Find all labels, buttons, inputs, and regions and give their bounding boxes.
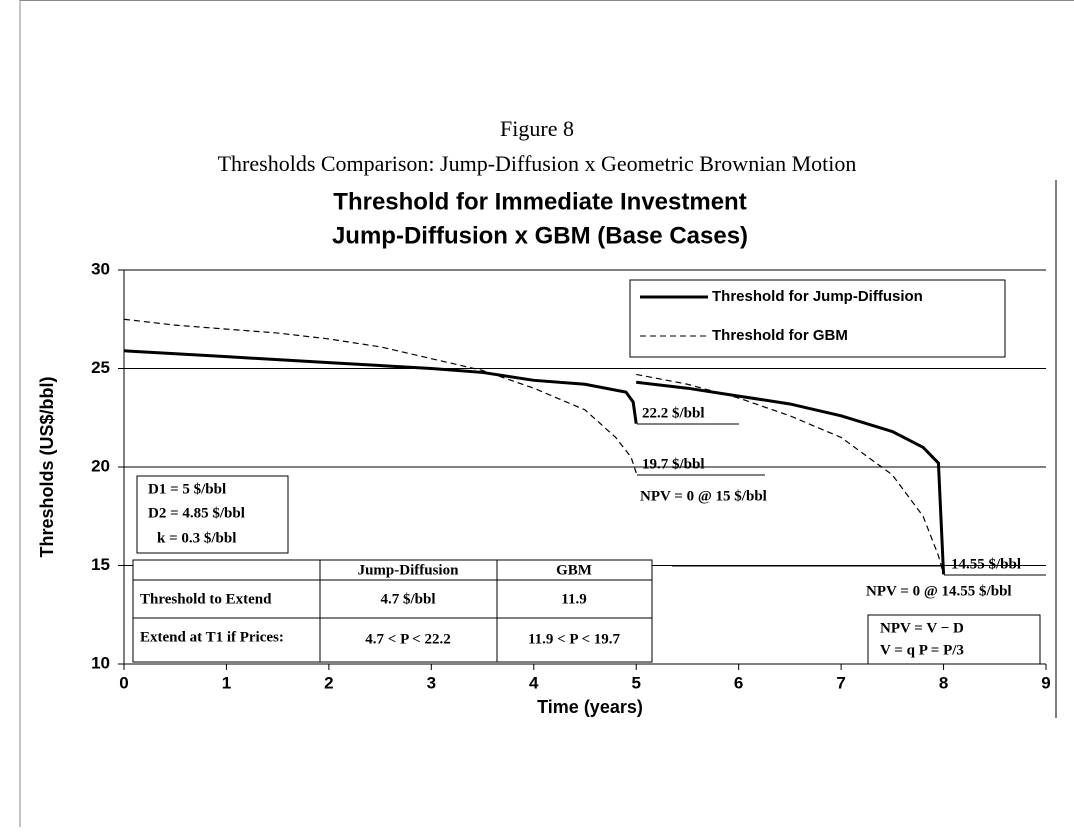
annotation: 14.55 $/bbl (951, 556, 1021, 572)
y-tick-label: 15 (91, 555, 110, 574)
parameter: D2 = 4.85 $/bbl (148, 505, 245, 521)
chart-title: Threshold for Immediate Investment (333, 188, 746, 215)
y-axis-label: Thresholds (US$/bbl) (37, 376, 57, 557)
table-cell: 11.9 < P < 19.7 (528, 631, 621, 647)
caption: Thresholds Comparison: Jump-Diffusion x … (218, 151, 857, 176)
y-tick-label: 25 (91, 358, 110, 377)
legend-label: Threshold for GBM (712, 327, 848, 344)
annotation: 22.2 $/bbl (642, 405, 705, 421)
caption: Figure 8 (500, 116, 574, 141)
table-header: Jump-Diffusion (358, 562, 460, 578)
parameter-box (136, 475, 289, 554)
x-tick-label: 7 (836, 673, 845, 692)
x-tick-label: 8 (939, 673, 948, 692)
formula-box (867, 614, 1041, 665)
x-tick-label: 0 (119, 673, 128, 692)
parameter: D1 = 5 $/bbl (148, 481, 226, 497)
series-line (123, 318, 945, 575)
x-tick-label: 6 (734, 673, 743, 692)
table-cell: 11.9 (561, 591, 586, 607)
formula: V = q P = P/3 (880, 642, 964, 658)
y-tick-label: 10 (91, 653, 110, 672)
table-header: GBM (556, 562, 592, 578)
series-line (123, 349, 946, 575)
table-cell: Threshold to Extend (140, 591, 272, 607)
x-tick-label: 3 (427, 673, 436, 692)
x-tick-label: 4 (529, 673, 539, 692)
table-cell: 4.7 $/bbl (380, 591, 435, 607)
annotation-lines (637, 423, 1046, 576)
legend (629, 279, 1006, 358)
x-tick-label: 1 (222, 673, 231, 692)
annotation: NPV = 0 @ 15 $/bbl (640, 488, 767, 504)
table-cell: Extend at T1 if Prices: (140, 629, 284, 645)
x-axis-label: Time (years) (537, 697, 643, 717)
table-grid (132, 559, 653, 663)
x-tick-label: 2 (324, 673, 333, 692)
annotation: 19.7 $/bbl (642, 456, 705, 472)
plot: 10 15 20 25 30 0 1 2 3 4 5 6 7 8 9 (91, 259, 1051, 692)
y-tick-label: 20 (91, 456, 110, 475)
y-tick-label: 30 (91, 259, 110, 278)
legend-label: Threshold for Jump-Diffusion (712, 288, 923, 305)
table-cell: 4.7 < P < 22.2 (365, 631, 450, 647)
x-tick-label: 9 (1041, 673, 1050, 692)
x-tick-label: 5 (631, 673, 640, 692)
chart-subtitle: Jump-Diffusion x GBM (Base Cases) (332, 222, 748, 249)
annotation: NPV = 0 @ 14.55 $/bbl (866, 583, 1012, 599)
parameter: k = 0.3 $/bbl (157, 530, 236, 546)
formula: NPV = V − D (880, 620, 964, 636)
